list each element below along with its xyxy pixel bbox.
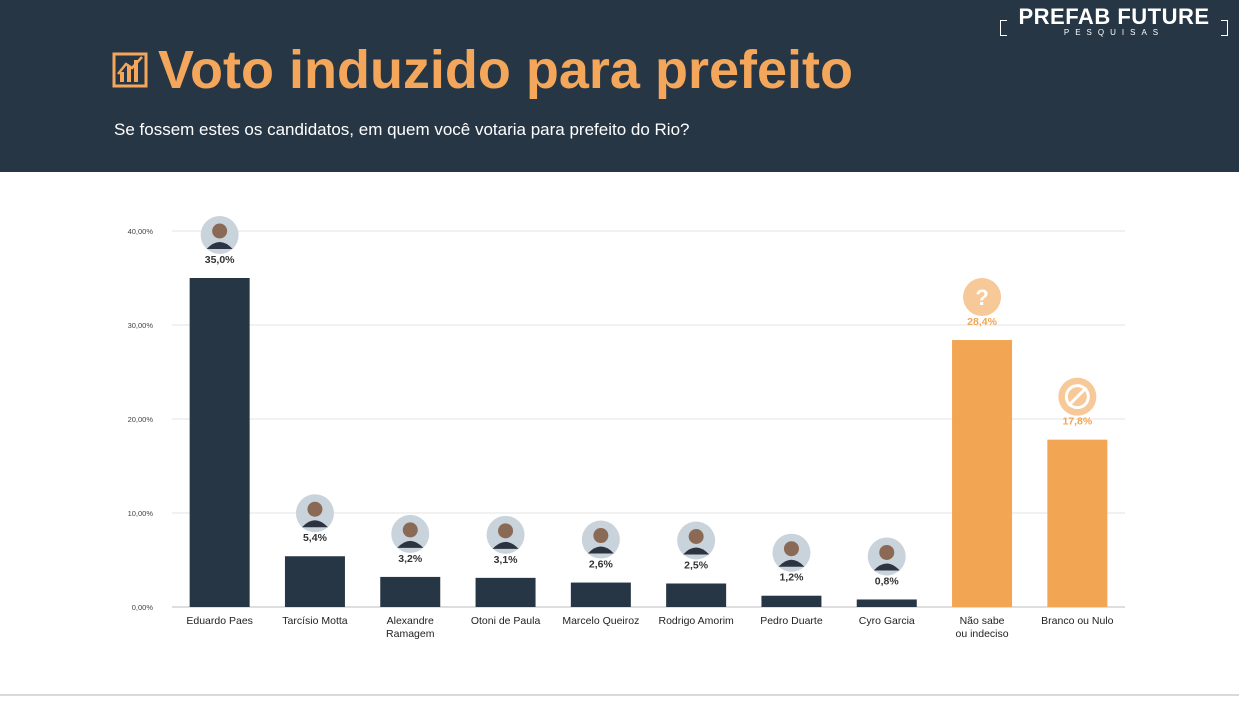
photo-body — [873, 563, 900, 571]
candidate-photo — [867, 537, 906, 576]
category-label: Cyro Garcia — [859, 615, 915, 627]
bar-chart: 0,00% 10,00% 20,00% 30,00% 40,00% 35,0% Eduard… — [128, 216, 1125, 640]
y-tick-label: 30,00% — [128, 321, 154, 330]
y-tick-label: 40,00% — [128, 227, 154, 236]
photo-head — [402, 522, 418, 538]
bar — [570, 582, 631, 607]
question-icon: ? — [963, 278, 1002, 317]
photo-body — [206, 242, 233, 249]
photo-body — [397, 540, 424, 548]
candidate-photo — [581, 520, 620, 559]
data-label: 2,5% — [684, 560, 709, 572]
page-subtitle: Se fossem estes os candidatos, em quem v… — [114, 120, 690, 139]
bar — [761, 595, 822, 607]
data-label: 0,8% — [875, 575, 900, 587]
bar — [1047, 439, 1108, 607]
question-circle — [963, 278, 1002, 317]
candidate-photo — [772, 533, 811, 572]
category-label: Pedro Duarte — [760, 615, 823, 627]
bar — [189, 278, 250, 607]
category-label: Marcelo Queiroz — [562, 615, 639, 627]
header-banner: PREFAB FUTURE PESQUISAS Voto induzido pa… — [0, 0, 1239, 172]
bar — [952, 340, 1013, 607]
candidate-photo — [486, 515, 525, 554]
category-label: Eduardo Paes — [186, 615, 253, 627]
photo-head — [879, 544, 895, 560]
candidate-photo — [200, 216, 239, 254]
photo-head — [688, 529, 704, 544]
candidate-photo — [295, 494, 334, 533]
category-label: Tarcísio Motta — [282, 615, 348, 627]
photo-body — [301, 520, 328, 528]
photo-head — [307, 501, 323, 517]
logo-right-bracket — [1221, 20, 1228, 36]
y-tick-label: 10,00% — [128, 509, 154, 518]
chart-area: 0,00% 10,00% 20,00% 30,00% 40,00% 35,0% Eduard… — [0, 172, 1239, 696]
logo-sub-text: PESQUISAS — [1063, 28, 1165, 37]
brand-logo: PREFAB FUTURE PESQUISAS — [998, 4, 1230, 38]
photo-body — [778, 559, 805, 567]
photo-head — [498, 523, 514, 539]
candidate-photo — [677, 521, 716, 560]
data-label: 17,8% — [1062, 416, 1092, 428]
data-label: 5,4% — [303, 532, 328, 544]
candidate-photo — [391, 514, 430, 553]
photo-head — [212, 223, 228, 239]
category-label: Alexandre Ramagem — [386, 615, 435, 640]
logo-main-text: PREFAB FUTURE — [1018, 4, 1210, 29]
chart-icon — [112, 52, 148, 88]
bar — [284, 556, 345, 607]
y-tick-label: 20,00% — [128, 415, 154, 424]
category-label: Branco ou Nulo — [1041, 615, 1114, 627]
bar — [856, 599, 917, 607]
data-label: 28,4% — [967, 316, 997, 328]
photo-body — [587, 546, 614, 554]
category-label: Otoni de Paula — [471, 615, 541, 627]
bottom-border — [0, 694, 1239, 696]
logo-left-bracket — [1000, 20, 1007, 36]
null-icon — [1058, 377, 1097, 416]
bar — [475, 577, 536, 607]
y-tick-label: 0,00% — [132, 603, 154, 612]
data-label: 3,2% — [398, 553, 423, 565]
page-title: Voto induzido para prefeito — [158, 40, 853, 100]
photo-head — [783, 541, 799, 557]
null-slash — [1067, 386, 1088, 407]
category-label: Rodrigo Amorim — [659, 615, 735, 627]
title-row: Voto induzido para prefeito — [112, 40, 853, 100]
question-glyph: ? — [975, 285, 988, 310]
bar — [380, 576, 441, 607]
null-ring — [1064, 384, 1090, 410]
data-label: 2,6% — [589, 559, 614, 571]
category-label: Não sabe ou indeciso — [955, 615, 1008, 640]
data-label: 3,1% — [494, 554, 519, 566]
bar — [666, 583, 727, 607]
photo-head — [593, 528, 609, 544]
photo-body — [492, 541, 519, 549]
data-label: 1,2% — [779, 572, 804, 584]
data-label: 35,0% — [205, 254, 235, 266]
photo-body — [683, 547, 710, 555]
